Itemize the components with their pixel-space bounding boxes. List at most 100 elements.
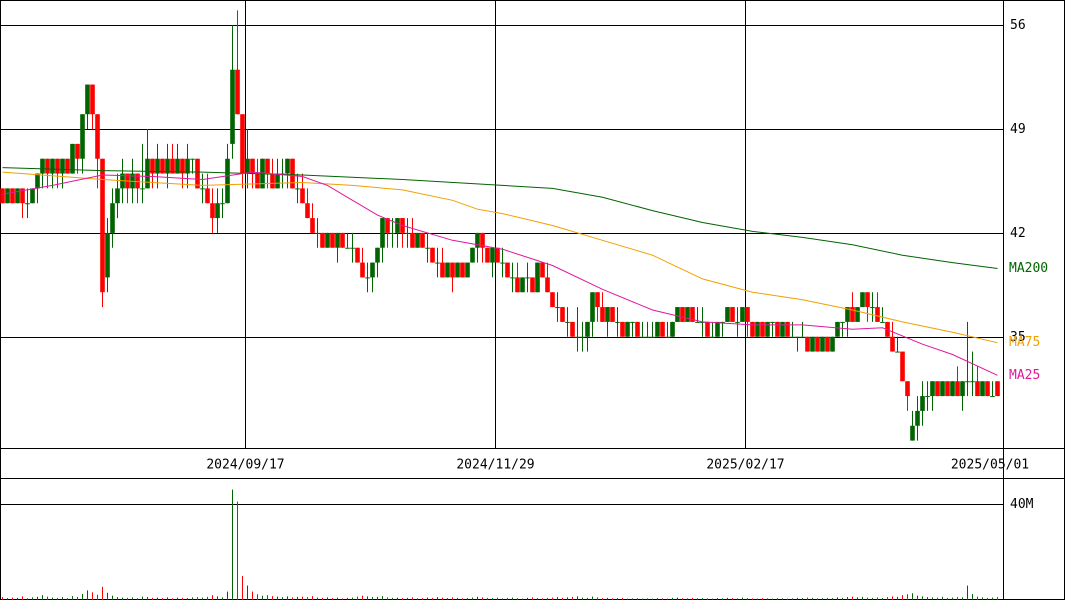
volume-bar <box>292 597 293 600</box>
candle-body <box>890 336 895 352</box>
candle-body <box>275 173 280 189</box>
candle-body <box>665 336 670 338</box>
candle-body <box>245 158 250 174</box>
volume-bar <box>902 595 903 600</box>
volume-bar <box>462 598 463 600</box>
moving-average-line <box>2 171 998 344</box>
candle-body <box>825 336 830 352</box>
candle-body <box>420 232 425 248</box>
volume-bar <box>677 597 678 600</box>
volume-bar <box>717 598 718 600</box>
volume-bar <box>842 597 843 600</box>
candle-body <box>265 158 270 174</box>
candle-body <box>810 336 815 352</box>
volume-bar <box>72 596 73 600</box>
volume-bar <box>932 597 933 600</box>
volume-bar <box>942 596 943 600</box>
candle-body <box>60 158 65 174</box>
legend-label: MA75 <box>1009 335 1040 350</box>
candle-body <box>910 425 915 441</box>
volume-bar <box>522 598 523 600</box>
volume-bar <box>872 597 873 600</box>
candle-body <box>605 307 610 322</box>
candle-body <box>335 232 340 248</box>
candle-body <box>180 158 185 174</box>
candle-body <box>520 277 525 293</box>
volume-bar <box>32 597 33 600</box>
volume-bar <box>197 597 198 600</box>
candle-body <box>855 307 860 322</box>
candle-body <box>985 381 990 397</box>
candle-body <box>340 232 345 248</box>
candle-body <box>545 277 550 293</box>
volume-bar <box>217 596 218 600</box>
volume-bar <box>602 598 603 600</box>
candle-body <box>555 307 560 309</box>
candle-body <box>715 321 720 337</box>
candle-body <box>345 247 350 249</box>
volume-bar <box>877 597 878 600</box>
candle-body <box>535 262 540 293</box>
volume-bar <box>87 590 88 600</box>
volume-bar <box>297 596 298 600</box>
volume-bar <box>102 586 103 600</box>
candle-body <box>755 321 760 337</box>
candle-body <box>70 143 75 174</box>
volume-bar <box>937 597 938 600</box>
volume-bar <box>592 596 593 600</box>
volume-bar <box>442 597 443 600</box>
candle-body <box>15 188 20 204</box>
x-tick-label: 2024/11/29 <box>456 458 534 473</box>
volume-bar <box>727 597 728 600</box>
candle-body <box>225 158 230 204</box>
volume-bar <box>167 597 168 600</box>
candle-body <box>470 247 475 263</box>
volume-bar <box>237 501 238 600</box>
candle-body <box>735 321 740 323</box>
volume-bar <box>182 597 183 600</box>
volume-bar <box>352 597 353 600</box>
candle-body <box>745 307 750 322</box>
candle-body <box>405 232 410 234</box>
candle-body <box>285 158 290 174</box>
candle-body <box>935 381 940 397</box>
moving-average-line <box>2 171 998 376</box>
volume-bar <box>652 598 653 600</box>
candle-body <box>395 218 400 233</box>
volume-bar <box>47 596 48 600</box>
volume-bar <box>37 596 38 600</box>
candle-body <box>955 381 960 397</box>
volume-bar <box>952 597 953 600</box>
candle-body <box>980 381 985 397</box>
volume-bar <box>702 598 703 600</box>
volume-bar <box>302 596 303 600</box>
volume-bar <box>527 597 528 600</box>
candle-body <box>970 381 975 383</box>
candle-body <box>960 381 965 397</box>
volume-bar <box>657 598 658 600</box>
volume-bar <box>142 596 143 600</box>
candle-body <box>915 410 920 426</box>
volume-bar <box>897 596 898 600</box>
volume-bar <box>147 597 148 600</box>
candle-body <box>660 321 665 337</box>
candle-body <box>40 158 45 174</box>
candle-body <box>560 307 565 322</box>
candle-body <box>620 321 625 337</box>
volume-bar <box>957 597 958 600</box>
volume-bar <box>832 598 833 600</box>
volume-bar <box>737 598 738 600</box>
volume-bar <box>557 597 558 600</box>
volume-bar <box>367 596 368 600</box>
volume-bar <box>662 598 663 600</box>
volume-bar <box>507 597 508 600</box>
volume-bar <box>397 597 398 600</box>
volume-bar <box>887 597 888 600</box>
candle-body <box>830 336 835 352</box>
volume-bar <box>407 597 408 600</box>
candle-body <box>515 277 520 293</box>
candle-body <box>945 381 950 397</box>
volume-bar <box>547 597 548 600</box>
volume-bar <box>267 595 268 600</box>
volume-bar <box>792 598 793 600</box>
